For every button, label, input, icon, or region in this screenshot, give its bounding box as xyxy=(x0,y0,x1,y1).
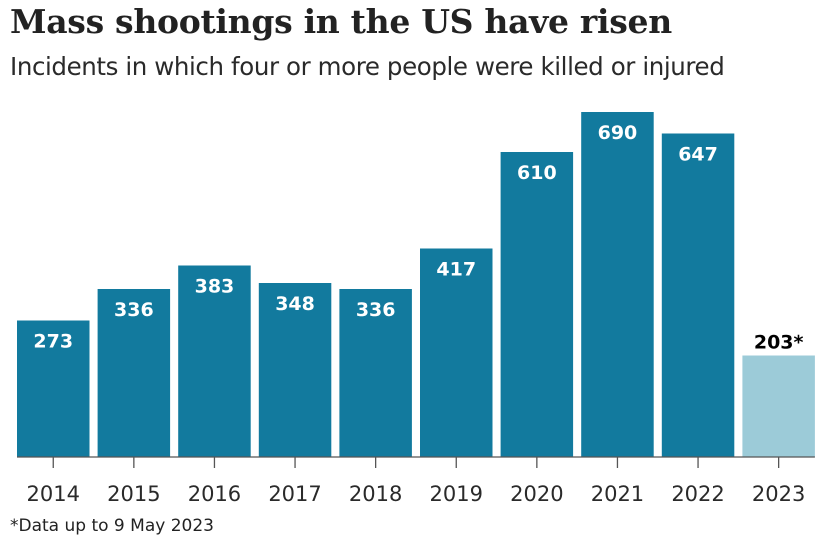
bar-2023 xyxy=(742,355,815,457)
data-label-2021: 690 xyxy=(598,122,638,144)
x-tick-label-2020: 2020 xyxy=(510,482,563,506)
footnote: *Data up to 9 May 2023 xyxy=(10,516,214,536)
x-axis-ticks: 2014 2015 2016 2017 2018 2019 2020 2021 2022 2023 xyxy=(27,457,805,506)
x-tick-label-2018: 2018 xyxy=(349,482,402,506)
bar-2016 xyxy=(178,265,251,457)
bar-2018 xyxy=(339,289,412,457)
bar-2017 xyxy=(258,283,332,457)
bar-2020 xyxy=(500,152,574,457)
data-label-2023: 203* xyxy=(754,332,804,354)
x-tick-label-2021: 2021 xyxy=(591,482,644,506)
data-label-2017: 348 xyxy=(275,293,315,315)
bar-2022 xyxy=(661,133,735,457)
data-label-2020: 610 xyxy=(517,162,557,184)
x-tick-label-2017: 2017 xyxy=(268,482,321,506)
x-tick-label-2019: 2019 xyxy=(430,482,483,506)
x-tick-label-2015: 2015 xyxy=(107,482,160,506)
bar-2019 xyxy=(420,248,493,457)
bars-group: 273 336 383 348 336 417 610 690 647 203* xyxy=(17,112,815,457)
bar-2014 xyxy=(17,320,90,457)
data-label-2015: 336 xyxy=(114,299,154,321)
data-label-2019: 417 xyxy=(436,259,476,281)
chart-subtitle: Incidents in which four or more people w… xyxy=(10,52,725,81)
data-label-2016: 383 xyxy=(195,276,235,298)
data-label-2018: 336 xyxy=(356,299,396,321)
data-label-2022: 647 xyxy=(678,144,718,166)
chart-title: Mass shootings in the US have risen xyxy=(10,2,672,41)
bar-2015 xyxy=(97,289,171,457)
data-label-2014: 273 xyxy=(33,331,73,353)
bar-2021 xyxy=(581,112,654,457)
x-tick-label-2014: 2014 xyxy=(27,482,80,506)
x-tick-label-2023: 2023 xyxy=(752,482,805,506)
x-tick-label-2022: 2022 xyxy=(671,482,724,506)
x-tick-label-2016: 2016 xyxy=(188,482,241,506)
